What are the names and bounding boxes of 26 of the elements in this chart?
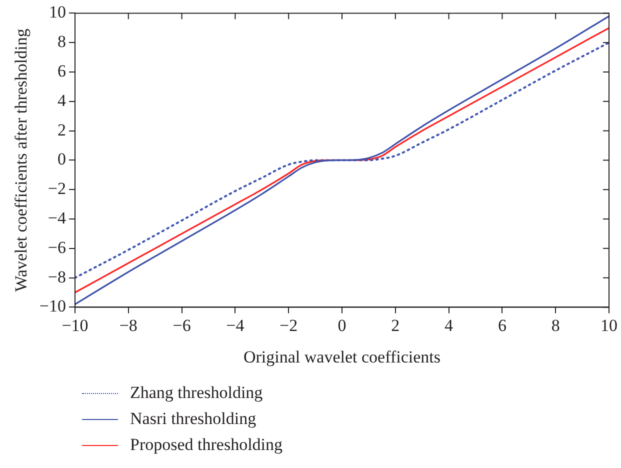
y-tick-label: 0 [57, 150, 66, 169]
y-tick-label: −10 [39, 296, 66, 316]
legend-label: Proposed thresholding [130, 435, 283, 455]
x-tick-label: 8 [551, 316, 560, 335]
x-tick-label: −8 [119, 316, 138, 335]
x-tick-label: 2 [391, 316, 400, 335]
x-tick-label: 10 [600, 316, 618, 335]
y-tick-label: −2 [48, 179, 66, 198]
y-tick-label: 10 [48, 2, 66, 22]
x-tick-label: −6 [172, 316, 191, 335]
y-tick-label: −4 [48, 208, 66, 228]
x-tick-label: −4 [226, 316, 245, 335]
x-tick-label: 6 [498, 316, 506, 335]
y-tick-label: 8 [57, 32, 66, 52]
y-tick-label: 4 [57, 90, 66, 110]
x-axis-title: Original wavelet coefficients [243, 347, 440, 366]
y-tick-label: 6 [57, 61, 66, 80]
legend-label: Zhang thresholding [130, 383, 263, 403]
y-axis-title: Wavelet coefficients after thresholding [12, 28, 31, 292]
legend-label: Nasri thresholding [130, 409, 256, 429]
x-tick-label: 0 [338, 316, 346, 335]
y-tick-label: −8 [48, 267, 66, 286]
x-tick-label: −2 [280, 316, 298, 335]
y-tick-label: 2 [57, 120, 66, 140]
y-tick-label: −6 [48, 238, 66, 257]
x-tick-label: 4 [444, 316, 454, 335]
